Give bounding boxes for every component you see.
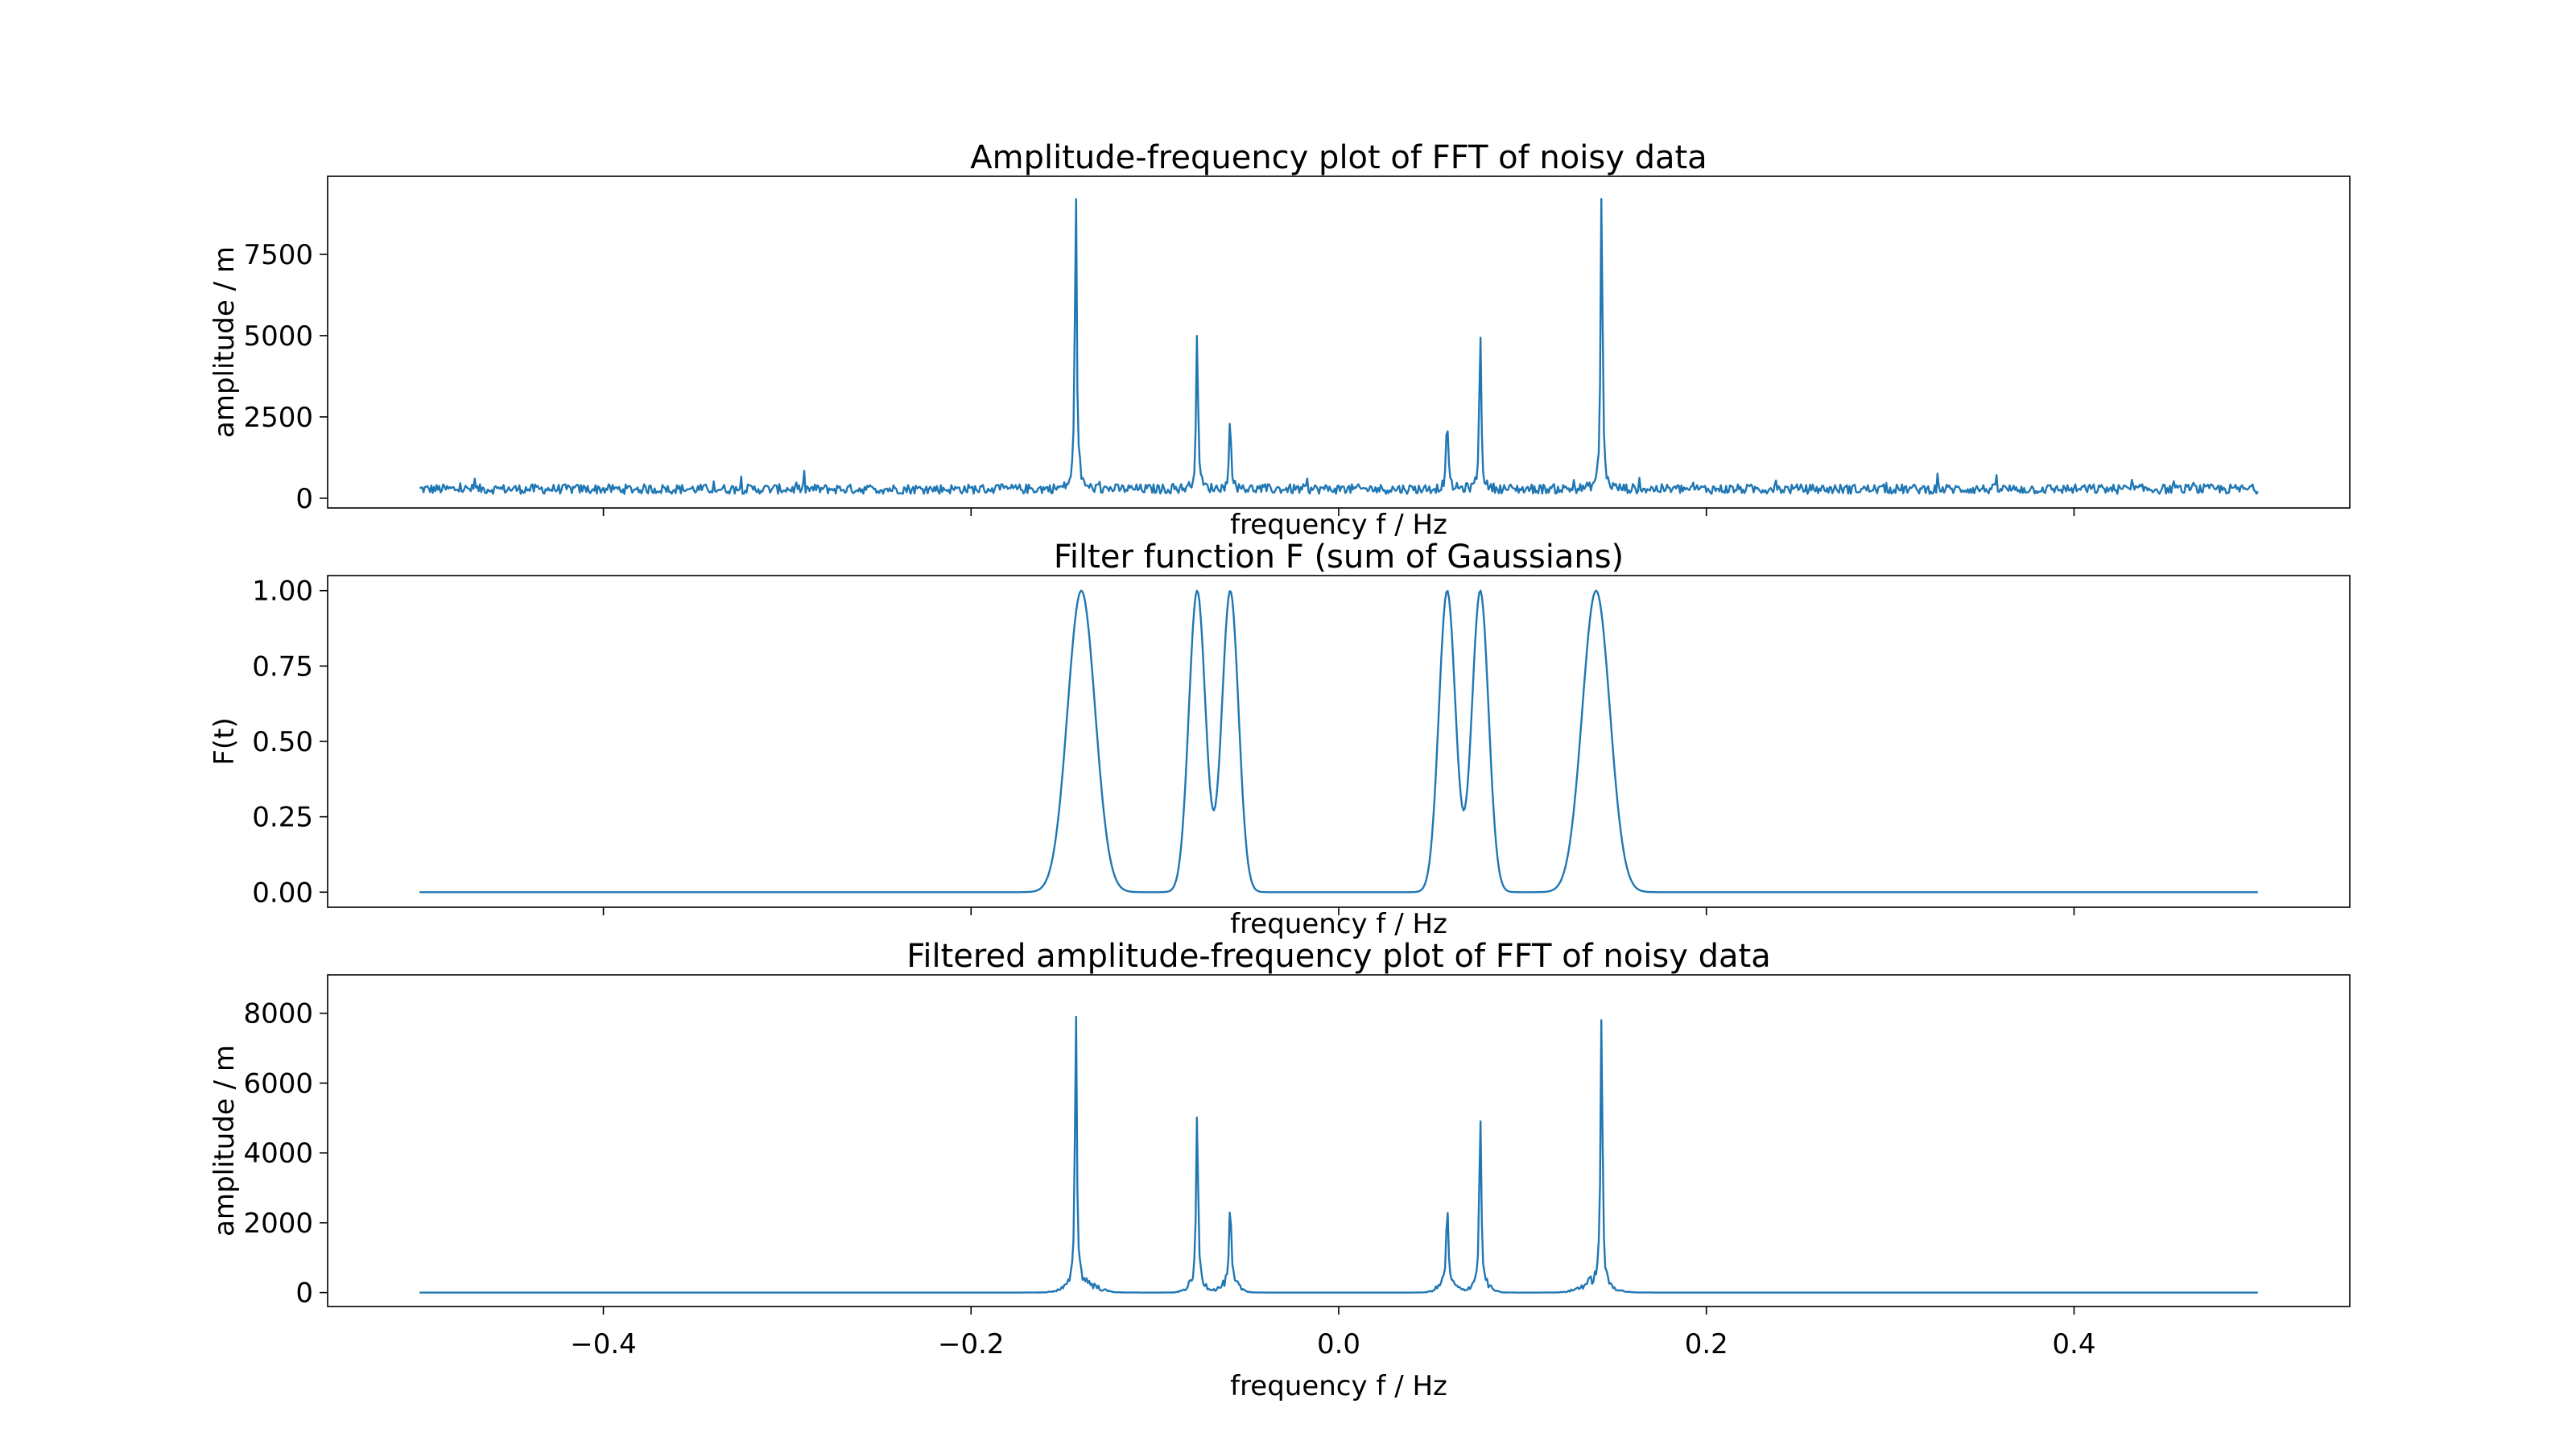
y-axis-label: amplitude / m <box>208 246 241 438</box>
chart-filter-function: Filter function F (sum of Gaussians) fre… <box>208 539 2351 940</box>
y-tick-label: 0 <box>295 1278 313 1310</box>
y-tick-label: 1.00 <box>252 576 313 608</box>
chart-title: Amplitude-frequency plot of FFT of noisy… <box>970 139 1707 176</box>
y-axis-label: amplitude / m <box>208 1045 241 1236</box>
x-tick-label: −0.4 <box>570 1328 637 1360</box>
y-tick-label: 2000 <box>243 1208 313 1240</box>
x-tick-label: 0.2 <box>1685 1328 1728 1360</box>
chart-title: Filtered amplitude-frequency plot of FFT… <box>906 938 1770 975</box>
series-line <box>419 589 2258 894</box>
x-tick-label: 0.0 <box>1317 1328 1360 1360</box>
y-tick-label: 0.50 <box>252 726 313 758</box>
chart-title: Filter function F (sum of Gaussians) <box>1054 539 1624 576</box>
x-tick-label: 0.4 <box>2052 1328 2095 1360</box>
y-axis-label: F(t) <box>208 717 241 765</box>
series-line <box>419 197 2259 495</box>
y-tick-label: 8000 <box>243 998 313 1030</box>
series-line <box>419 1015 2258 1294</box>
y-tick-label: 0.25 <box>252 802 313 834</box>
y-tick-label: 2500 <box>243 402 313 434</box>
y-tick-label: 0.75 <box>252 650 313 683</box>
y-tick-label: 0 <box>295 483 313 515</box>
y-tick-label: 6000 <box>243 1067 313 1100</box>
y-tick-label: 7500 <box>243 239 313 271</box>
y-tick-label: 4000 <box>243 1137 313 1170</box>
y-tick-label: 0.00 <box>252 877 313 909</box>
chart-amplitude-fft: Amplitude-frequency plot of FFT of noisy… <box>208 139 2351 541</box>
x-tick-label: −0.2 <box>938 1328 1005 1360</box>
chart-filtered-amplitude-fft: Filtered amplitude-frequency plot of FFT… <box>208 938 2351 1402</box>
y-tick-label: 5000 <box>243 320 313 353</box>
x-axis-label: frequency f / Hz <box>1230 1370 1447 1402</box>
